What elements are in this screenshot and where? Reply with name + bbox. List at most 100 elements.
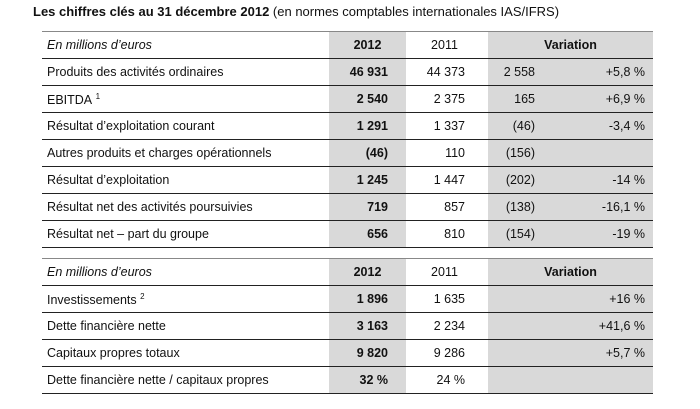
column-gap — [483, 339, 488, 367]
variation-percent: +5,8 % — [543, 58, 653, 86]
row-label-text: Produits des activités ordinaires — [47, 65, 224, 79]
column-gap — [483, 112, 488, 140]
row-label: Résultat net – part du groupe — [42, 220, 329, 248]
row-label-text: Résultat net des activités poursuivies — [47, 200, 253, 214]
column-gap — [483, 58, 488, 86]
header-2012: 2012 — [329, 258, 406, 286]
table-row: Autres produits et charges opérationnels… — [42, 139, 653, 167]
variation-percent: +41,6 % — [543, 312, 653, 340]
value-2012: 2 540 — [329, 85, 406, 113]
column-gap — [483, 220, 488, 248]
row-label-text: Résultat net – part du groupe — [47, 227, 209, 241]
row-label: Résultat d’exploitation courant — [42, 112, 329, 140]
row-label: Produits des activités ordinaires — [42, 58, 329, 86]
table-row: Résultat d’exploitation 1 245 1 447 (202) -1… — [42, 166, 653, 194]
row-label: Résultat net des activités poursuivies — [42, 193, 329, 221]
table-row: Résultat net des activités poursuivies 71… — [42, 193, 653, 221]
page-title: Les chiffres clés au 31 décembre 2012 (e… — [33, 4, 559, 19]
value-2012: 32 % — [329, 366, 406, 394]
value-2012: 1 245 — [329, 166, 406, 194]
variation-absolute: (46) — [488, 112, 543, 140]
variation-percent: -3,4 % — [543, 112, 653, 140]
row-label-text: Résultat d’exploitation — [47, 173, 170, 187]
variation-percent: -16,1 % — [543, 193, 653, 221]
variation-absolute: (154) — [488, 220, 543, 248]
value-2012: (46) — [329, 139, 406, 167]
column-gap — [483, 312, 488, 340]
column-gap — [483, 31, 488, 59]
header-2011: 2011 — [406, 31, 483, 59]
footnote-marker: 1 — [95, 91, 101, 101]
header-unit: En millions d’euros — [42, 31, 329, 59]
column-gap — [483, 166, 488, 194]
row-label-text: Dette financière nette — [47, 319, 166, 333]
variation-percent: -14 % — [543, 166, 653, 194]
row-label: Résultat d’exploitation — [42, 166, 329, 194]
value-2011: 1 447 — [406, 166, 483, 194]
column-gap — [483, 366, 488, 394]
variation-absolute — [488, 312, 543, 340]
value-2011: 24 % — [406, 366, 483, 394]
header-2011: 2011 — [406, 258, 483, 286]
variation-percent — [543, 366, 653, 394]
table-1-body: En millions d’euros 2012 2011 Variation Prod… — [42, 31, 653, 248]
title-bold: Les chiffres clés au 31 décembre 2012 — [33, 4, 270, 19]
value-2012: 3 163 — [329, 312, 406, 340]
variation-absolute: (156) — [488, 139, 543, 167]
table-row: Capitaux propres totaux 9 820 9 286 +5,7 % — [42, 339, 653, 367]
table-row: Dette financière nette / capitaux propre… — [42, 366, 653, 394]
value-2011: 1 635 — [406, 285, 483, 313]
row-label-text: Investissements — [47, 292, 137, 307]
variation-absolute — [488, 366, 543, 394]
value-2011: 857 — [406, 193, 483, 221]
column-gap — [483, 139, 488, 167]
value-2012: 656 — [329, 220, 406, 248]
row-label-text: Autres produits et charges opérationnels — [47, 146, 272, 160]
value-2011: 2 375 — [406, 85, 483, 113]
value-2012: 1 896 — [329, 285, 406, 313]
variation-absolute: 2 558 — [488, 58, 543, 86]
variation-absolute — [488, 285, 543, 313]
row-label: EBITDA 1 — [42, 85, 329, 113]
value-2012: 719 — [329, 193, 406, 221]
value-2011: 110 — [406, 139, 483, 167]
table-row: Résultat d’exploitation courant 1 291 1 33… — [42, 112, 653, 140]
row-label: Capitaux propres totaux — [42, 339, 329, 367]
header-unit: En millions d’euros — [42, 258, 329, 286]
row-label: Dette financière nette / capitaux propre… — [42, 366, 329, 394]
column-gap — [483, 193, 488, 221]
value-2012: 9 820 — [329, 339, 406, 367]
row-label-text: Dette financière nette / capitaux propre… — [47, 373, 269, 387]
table-2-body: En millions d’euros 2012 2011 Variation Inve… — [42, 258, 653, 394]
value-2011: 2 234 — [406, 312, 483, 340]
table-header-row: En millions d’euros 2012 2011 Variation — [42, 31, 653, 59]
value-2012: 46 931 — [329, 58, 406, 86]
column-gap — [483, 85, 488, 113]
table-header-row: En millions d’euros 2012 2011 Variation — [42, 258, 653, 286]
row-label: Autres produits et charges opérationnels — [42, 139, 329, 167]
key-figures-table-2: En millions d’euros 2012 2011 Variation Inve… — [42, 258, 653, 394]
variation-percent: +5,7 % — [543, 339, 653, 367]
value-2011: 9 286 — [406, 339, 483, 367]
header-variation: Variation — [488, 258, 653, 286]
row-label: Investissements 2 — [42, 285, 329, 313]
header-2012: 2012 — [329, 31, 406, 59]
column-gap — [483, 285, 488, 313]
row-label-text: Résultat d’exploitation courant — [47, 119, 215, 133]
value-2011: 44 373 — [406, 58, 483, 86]
table-row: Produits des activités ordinaires 46 931 4… — [42, 58, 653, 86]
value-2012: 1 291 — [329, 112, 406, 140]
header-variation: Variation — [488, 31, 653, 59]
footnote-marker: 2 — [140, 291, 145, 301]
row-label: Dette financière nette — [42, 312, 329, 340]
row-label-text: Capitaux propres totaux — [47, 346, 180, 360]
value-2011: 1 337 — [406, 112, 483, 140]
variation-absolute: (202) — [488, 166, 543, 194]
row-label-text: EBITDA — [47, 92, 93, 107]
variation-percent: -19 % — [543, 220, 653, 248]
value-2011: 810 — [406, 220, 483, 248]
table-row: Dette financière nette 3 163 2 234 +41,6 % — [42, 312, 653, 340]
key-figures-table-1: En millions d’euros 2012 2011 Variation Prod… — [42, 31, 653, 248]
